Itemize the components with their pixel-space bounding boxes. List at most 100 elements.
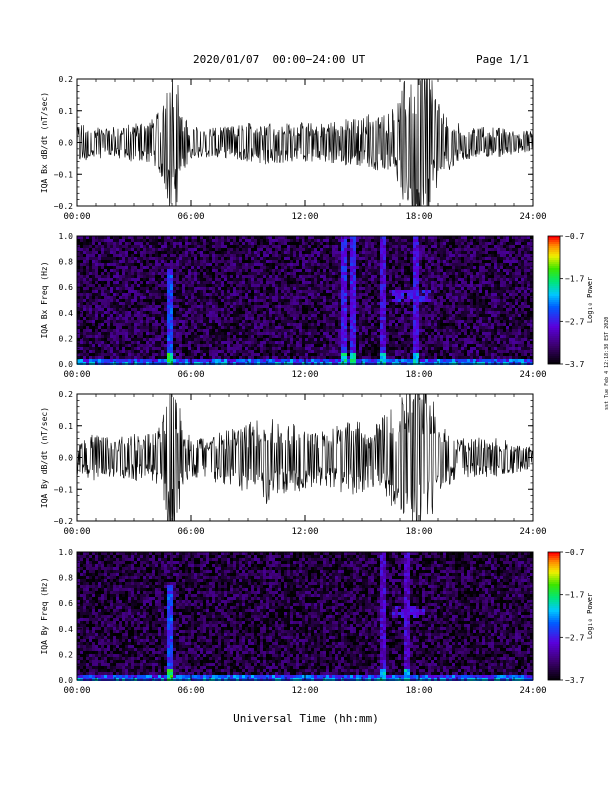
- spectrogram-cell: [398, 278, 401, 281]
- spectrogram-cell: [197, 239, 200, 242]
- spectrogram-cell: [356, 320, 359, 323]
- spectrogram-cell: [131, 320, 134, 323]
- spectrogram-cell: [218, 320, 221, 323]
- spectrogram-cell: [290, 296, 293, 299]
- spectrogram-cell: [401, 248, 404, 251]
- spectrogram-cell: [389, 311, 392, 314]
- spectrogram-cell: [284, 308, 287, 311]
- spectrogram-cell: [128, 260, 131, 263]
- spectrogram-cell: [89, 314, 92, 317]
- spectrogram-cell: [173, 263, 176, 266]
- spectrogram-cell: [218, 254, 221, 257]
- spectrogram-cell: [311, 269, 314, 272]
- spectrogram-cell: [95, 335, 98, 338]
- spectrogram-cell: [371, 317, 374, 320]
- spectrogram-cell: [83, 284, 86, 287]
- spectrogram-cell: [206, 278, 209, 281]
- spectrogram-cell: [269, 314, 272, 317]
- x-tick-label: 06:00: [177, 212, 204, 222]
- spectrogram-cell: [389, 305, 392, 308]
- spectrogram-cell: [383, 347, 386, 350]
- spectrogram-cell: [329, 263, 332, 266]
- spectrogram-cell: [305, 251, 308, 254]
- spectrogram-cell: [371, 356, 374, 359]
- spectrogram-cell: [293, 254, 296, 257]
- spectrogram-cell: [185, 314, 188, 317]
- spectrogram-cell: [320, 326, 323, 329]
- spectrogram-cell: [104, 272, 107, 275]
- spectrogram-cell: [272, 359, 275, 362]
- spectrogram-cell: [131, 359, 134, 362]
- spectrogram-cell: [275, 302, 278, 305]
- spectrogram-cell: [230, 275, 233, 278]
- spectrogram-cell: [152, 257, 155, 260]
- spectrogram-cell: [338, 344, 341, 347]
- spectrogram-cell: [362, 344, 365, 347]
- spectrogram-cell: [143, 326, 146, 329]
- spectrogram-cell: [290, 353, 293, 356]
- spectrogram-cell: [200, 236, 203, 239]
- spectrogram-cell: [245, 317, 248, 320]
- spectrogram-cell: [374, 353, 377, 356]
- spectrogram-cell: [113, 287, 116, 290]
- spectrogram-cell: [230, 254, 233, 257]
- spectrogram-cell: [257, 239, 260, 242]
- spectrogram-cell: [404, 314, 407, 317]
- spectrogram-cell: [323, 290, 326, 293]
- spectrogram-cell: [197, 353, 200, 356]
- spectrogram-cell: [209, 302, 212, 305]
- spectrogram-cell: [347, 323, 350, 326]
- spectrogram-cell: [215, 299, 218, 302]
- spectrogram-cell: [344, 290, 347, 293]
- spectrogram-cell: [125, 356, 128, 359]
- spectrogram-cell: [359, 242, 362, 245]
- spectrogram-cell: [368, 308, 371, 311]
- spectrogram-cell: [227, 317, 230, 320]
- spectrogram-cell: [221, 311, 224, 314]
- spectrogram-cell: [338, 308, 341, 311]
- spectrogram-cell: [347, 314, 350, 317]
- spectrogram-cell: [131, 308, 134, 311]
- spectrogram-cell: [167, 314, 170, 317]
- spectrogram-cell: [368, 290, 371, 293]
- spectrogram-cell: [377, 317, 380, 320]
- spectrogram-cell: [359, 281, 362, 284]
- spectrogram-cell: [176, 326, 179, 329]
- spectrogram-cell: [284, 287, 287, 290]
- spectrogram-cell: [83, 287, 86, 290]
- spectrogram-cell: [365, 281, 368, 284]
- spectrogram-cell: [269, 260, 272, 263]
- spectrogram-cell: [95, 263, 98, 266]
- spectrogram-cell: [110, 242, 113, 245]
- spectrogram-cell: [329, 275, 332, 278]
- spectrogram-cell: [239, 251, 242, 254]
- spectrogram-cell: [362, 317, 365, 320]
- spectrogram-cell: [410, 359, 413, 362]
- spectrogram-cell: [176, 329, 179, 332]
- spectrogram-cell: [293, 299, 296, 302]
- spectrogram-cell: [152, 272, 155, 275]
- spectrogram-cell: [224, 251, 227, 254]
- spectrogram-cell: [248, 257, 251, 260]
- spectrogram-cell: [125, 290, 128, 293]
- spectrogram-cell: [248, 254, 251, 257]
- spectrogram-cell: [287, 317, 290, 320]
- spectrogram-cell: [290, 317, 293, 320]
- spectrogram-cell: [170, 332, 173, 335]
- spectrogram-cell: [266, 341, 269, 344]
- spectrogram-cell: [257, 236, 260, 239]
- spectrogram-cell: [119, 242, 122, 245]
- spectrogram-cell: [152, 284, 155, 287]
- spectrogram-cell: [125, 239, 128, 242]
- spectrogram-cell: [413, 245, 416, 248]
- spectrogram-cell: [263, 344, 266, 347]
- spectrogram-cell: [239, 242, 242, 245]
- spectrogram-cell: [284, 299, 287, 302]
- spectrogram-cell: [197, 299, 200, 302]
- spectrogram-cell: [350, 260, 353, 263]
- spectrogram-cell: [146, 341, 149, 344]
- spectrogram-cell: [140, 305, 143, 308]
- spectrogram-cell: [296, 251, 299, 254]
- spectrogram-cell: [287, 326, 290, 329]
- spectrogram-cell: [392, 332, 395, 335]
